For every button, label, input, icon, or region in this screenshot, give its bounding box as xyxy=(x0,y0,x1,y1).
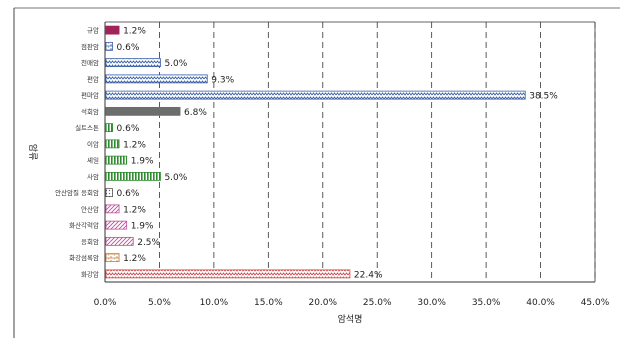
x-tick-label: 5.0% xyxy=(148,298,171,308)
bar xyxy=(105,25,120,35)
y-axis-label: 암류 xyxy=(27,144,39,161)
x-tick-labels: 0.0% 5.0% 10.0% 15.0% 20.0% 25.0% 30.0% 35.0% 40… xyxy=(94,298,610,308)
bar-value-label: 5.0% xyxy=(164,173,187,183)
category-label: 편암 xyxy=(87,74,99,83)
category-label: 규암 xyxy=(87,27,99,35)
x-tick-label: 10.0% xyxy=(200,298,229,308)
bar xyxy=(105,58,161,68)
category-label: 석회암 xyxy=(81,107,99,116)
bar xyxy=(105,106,181,116)
category-label: 안산암질 응회암 xyxy=(55,188,99,197)
category-label: 점판암 xyxy=(81,42,99,51)
x-tick-label: 20.0% xyxy=(308,298,337,308)
x-tick-label: 25.0% xyxy=(363,298,392,308)
category-label: 안산암 xyxy=(81,204,99,213)
bar xyxy=(105,74,208,84)
bar-value-labels: 1.2% 0.6% 5.0% 9.3% 38.5% 6.8% 0.6% 1.2% 1.9% 5.0… xyxy=(117,27,559,281)
bar-value-label: 38.5% xyxy=(529,92,558,102)
category-label: 화강암 xyxy=(81,269,99,278)
bar-value-label: 5.0% xyxy=(164,59,187,69)
x-axis-label: 암석명 xyxy=(338,313,363,325)
x-tick-label: 40.0% xyxy=(526,298,555,308)
bar-value-label: 1.2% xyxy=(123,140,146,150)
bar-value-label: 1.9% xyxy=(131,222,154,232)
bar-value-label: 1.2% xyxy=(123,254,146,264)
category-label: 화강섬록암 xyxy=(69,253,99,262)
bar-value-label: 0.6% xyxy=(117,189,140,199)
x-tick-label: 30.0% xyxy=(417,298,446,308)
bar-value-label: 2.5% xyxy=(137,238,160,248)
x-tick-label: 15.0% xyxy=(254,298,283,308)
bar xyxy=(105,171,161,181)
category-label: 실트스톤 xyxy=(75,123,99,132)
bar-value-label: 6.8% xyxy=(184,108,207,118)
category-label: 셰일 xyxy=(87,156,99,165)
bar-value-label: 0.6% xyxy=(117,124,140,134)
category-label: 이암 xyxy=(87,139,99,148)
bar-value-label: 0.6% xyxy=(117,43,140,53)
category-label: 편마암 xyxy=(81,91,99,100)
bar-value-label: 9.3% xyxy=(211,75,234,85)
bar xyxy=(105,155,128,165)
bar xyxy=(105,204,120,214)
bars xyxy=(105,25,526,279)
bar-value-label: 1.2% xyxy=(123,27,146,37)
bar xyxy=(105,123,113,133)
category-label: 응회암 xyxy=(81,238,99,246)
category-label: 화산각력암 xyxy=(69,221,99,230)
bar xyxy=(105,90,526,100)
bar xyxy=(105,139,120,149)
bar xyxy=(105,188,113,198)
x-tick-label: 0.0% xyxy=(94,298,117,308)
bar-value-label: 1.2% xyxy=(123,205,146,215)
bar xyxy=(105,269,351,279)
bar-value-label: 1.9% xyxy=(131,157,154,167)
bar xyxy=(105,220,128,230)
bar-value-label: 22.4% xyxy=(354,270,383,280)
category-label: 천매암 xyxy=(81,58,99,67)
x-tick-label: 35.0% xyxy=(472,298,501,308)
axes xyxy=(13,7,620,338)
category-label: 사암 xyxy=(87,172,99,181)
gridlines xyxy=(159,22,596,282)
bar xyxy=(105,253,120,263)
x-tick-label: 45.0% xyxy=(581,298,610,308)
bar xyxy=(105,236,134,246)
bar xyxy=(105,41,113,51)
